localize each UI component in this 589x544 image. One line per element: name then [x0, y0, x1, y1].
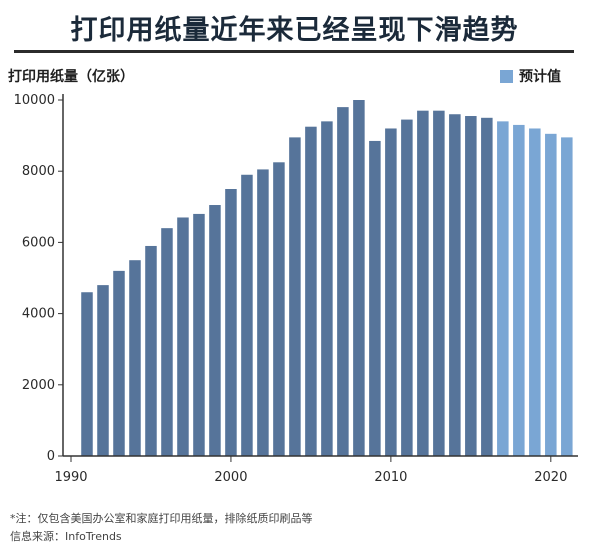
chart-title: 打印用纸量近年来已经呈现下滑趋势	[70, 15, 519, 46]
bar-forecast-2019	[529, 128, 541, 457]
x-tick-label-2020: 2020	[534, 470, 567, 485]
bar-2016	[481, 117, 493, 457]
bar-2010	[385, 128, 397, 457]
bar-forecast-2021	[561, 137, 573, 456]
footnote: *注：仅包含美国办公室和家庭打印用纸量，排除纸质印刷品等	[10, 512, 313, 525]
bar-1996	[161, 228, 173, 456]
y-axis-label: 打印用纸量（亿张）	[8, 69, 134, 85]
bar-1993	[113, 270, 125, 456]
bar-2013	[433, 110, 445, 457]
bar-2012	[417, 110, 429, 457]
source-note: 信息来源：InfoTrends	[10, 530, 122, 543]
bar-2009	[369, 140, 381, 456]
bar-2007	[337, 107, 349, 457]
bar-1998	[193, 213, 205, 456]
bar-2005	[305, 126, 317, 456]
bar-1991	[81, 292, 93, 456]
bar-2011	[401, 119, 413, 456]
y-tick-label-6000: 6000	[22, 235, 55, 250]
bar-forecast-2020	[545, 133, 557, 456]
legend-label-forecast: 预计值	[519, 69, 561, 85]
bar-2002	[257, 169, 269, 457]
title-underline	[14, 50, 574, 53]
bar-1995	[145, 245, 157, 456]
y-tick-label-2000: 2000	[22, 378, 55, 393]
bar-2000	[225, 189, 237, 456]
x-tick-label-2010: 2010	[374, 470, 407, 485]
bar-2006	[321, 121, 333, 457]
bar-forecast-2017	[497, 121, 509, 457]
bar-2015	[465, 116, 477, 457]
x-tick-label-1990: 1990	[54, 470, 87, 485]
y-tick-label-4000: 4000	[22, 307, 55, 322]
bar-forecast-2018	[513, 124, 525, 457]
bar-2008	[353, 100, 365, 456]
bar-2001	[241, 174, 253, 456]
bar-1992	[97, 285, 109, 456]
y-tick-label-10000: 10000	[14, 93, 55, 108]
legend: 预计值	[500, 66, 561, 86]
bar-2014	[449, 114, 461, 457]
bar-2004	[289, 137, 301, 456]
bar-1994	[129, 260, 141, 456]
y-tick-label-8000: 8000	[22, 164, 55, 179]
bar-1999	[209, 205, 221, 456]
x-tick-label-2000: 2000	[214, 470, 247, 485]
bar-2003	[273, 162, 285, 457]
legend-swatch-forecast	[500, 69, 513, 83]
bar-1997	[177, 217, 189, 456]
y-tick-label-0: 0	[47, 449, 55, 464]
